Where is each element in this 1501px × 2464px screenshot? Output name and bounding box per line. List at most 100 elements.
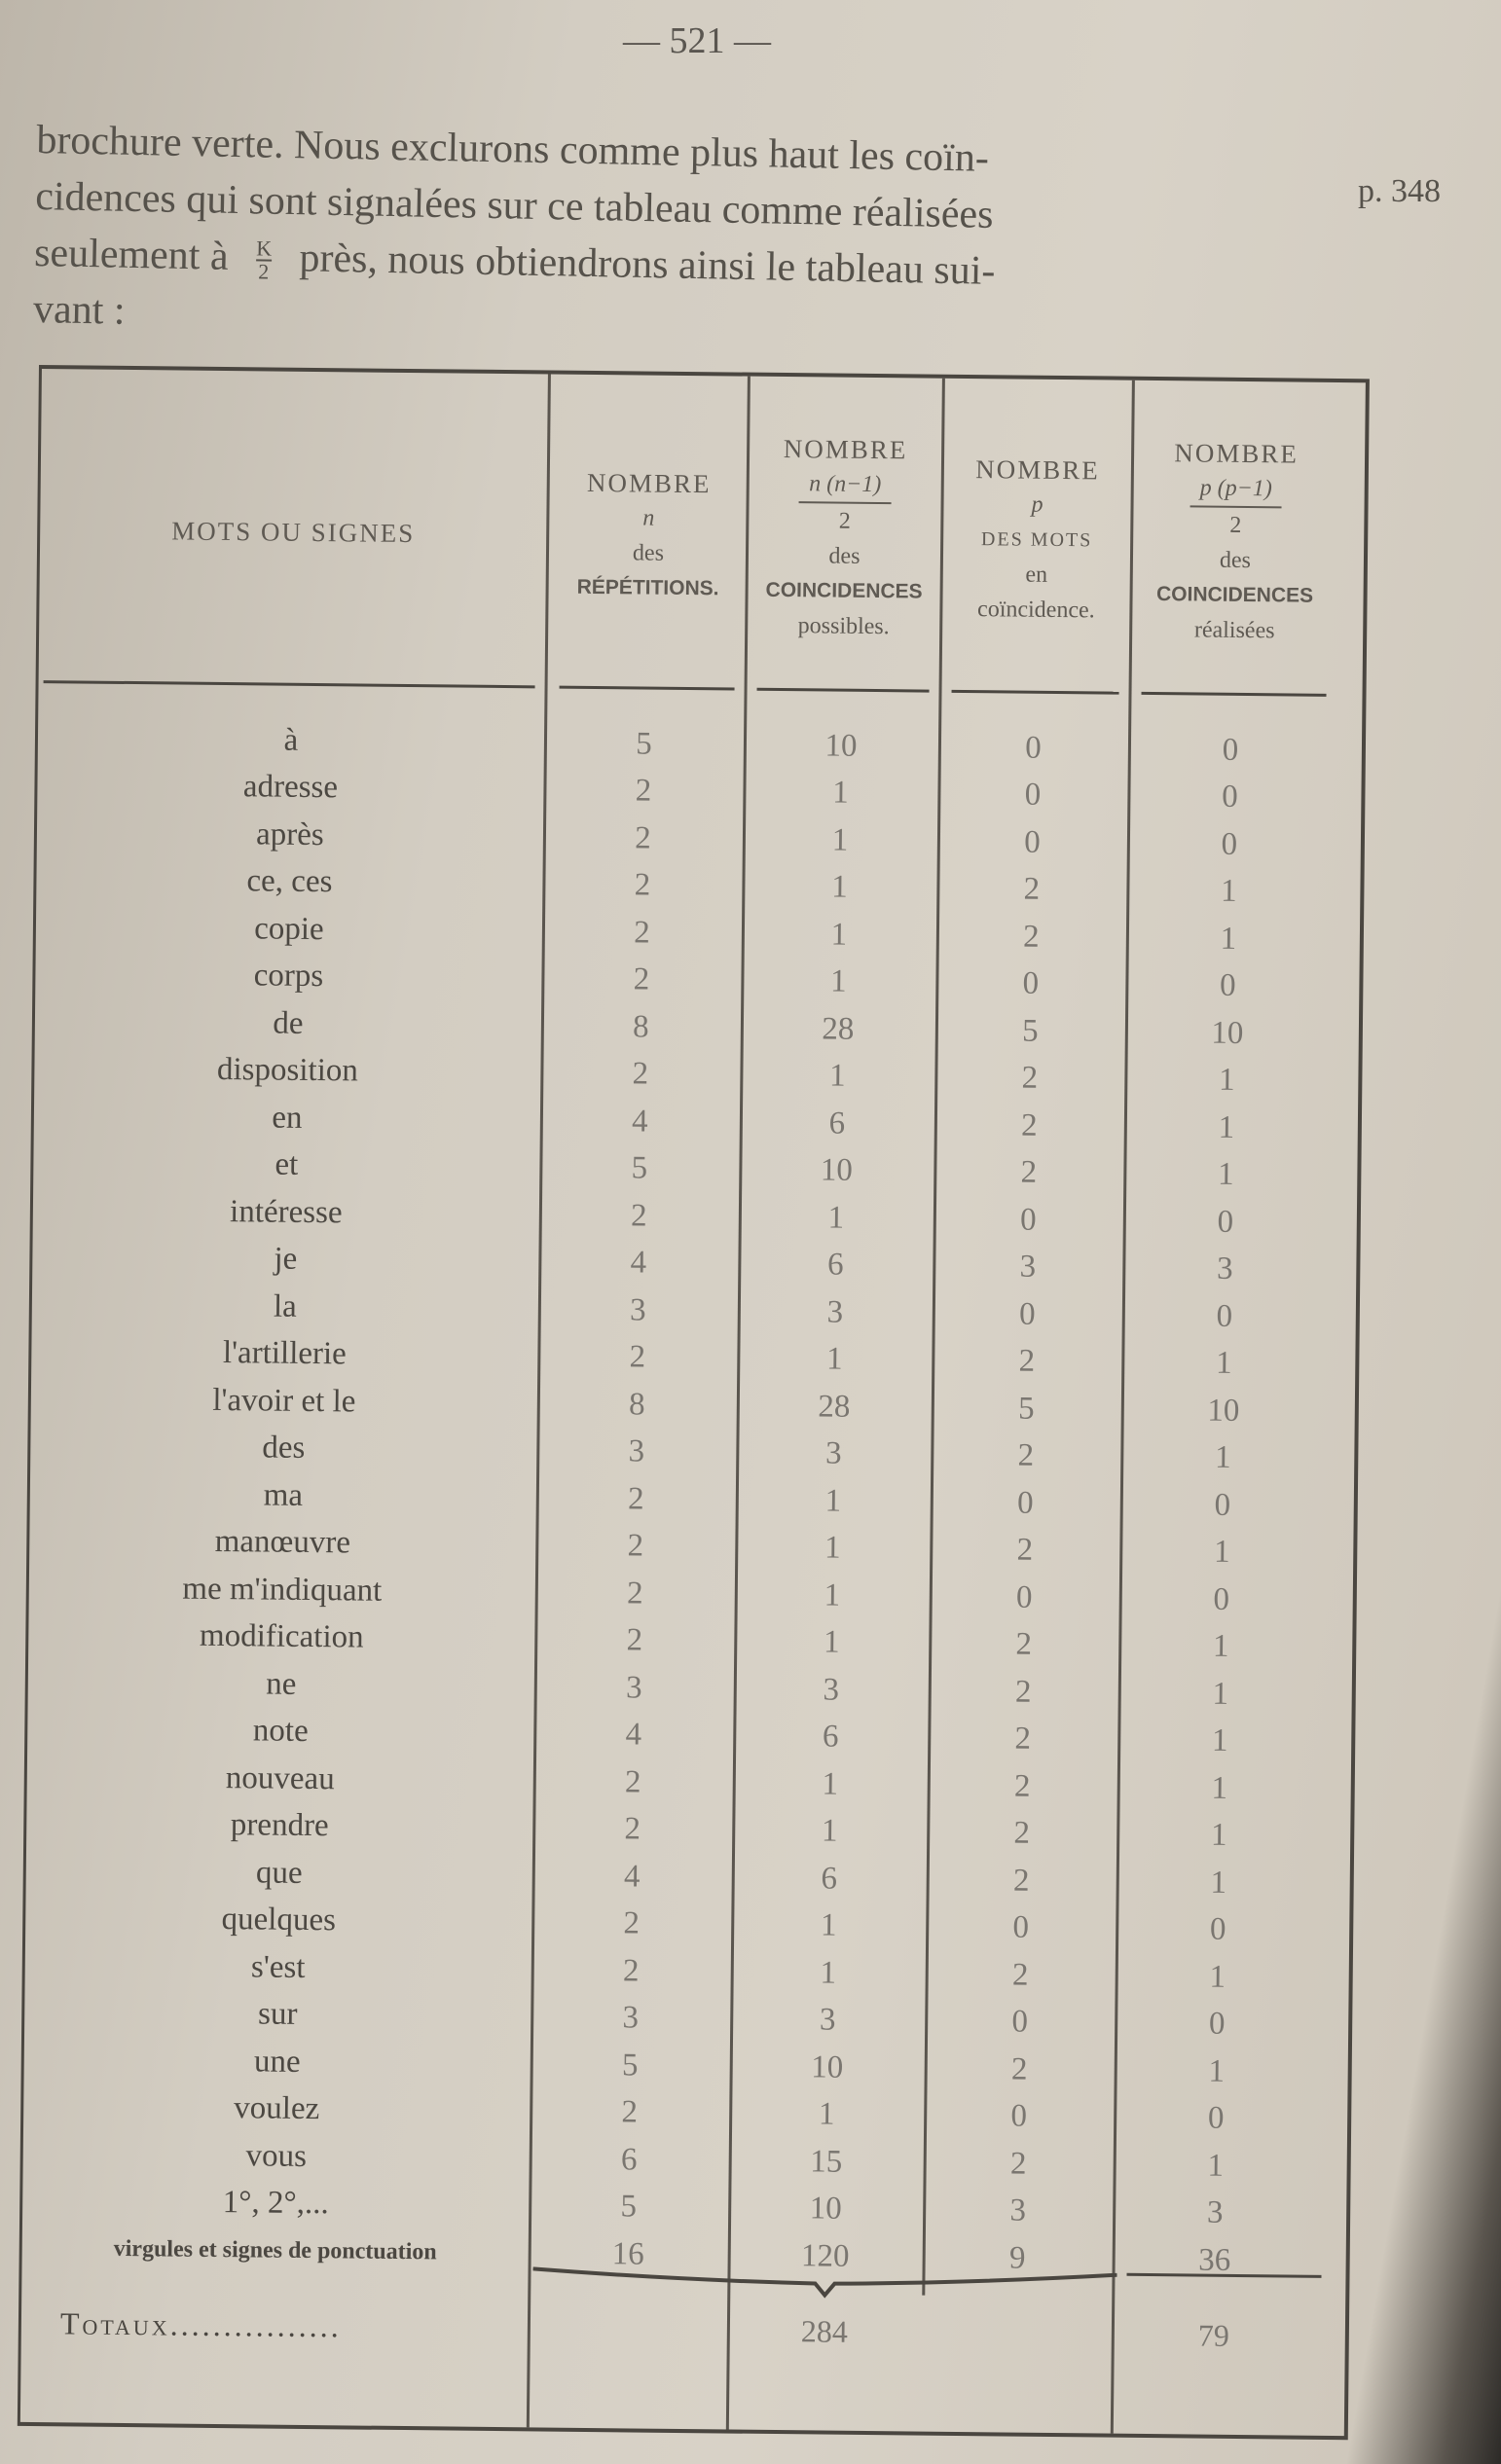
number-cell: 4 [623,1859,641,1895]
number-cell: 0 [1022,965,1040,1002]
number-cell: 1 [827,1200,845,1236]
header-label: des [1219,547,1252,574]
word-cell: adresse [242,769,339,806]
word-cell: manœuvre [214,1524,351,1561]
number-cell: 2 [633,915,650,951]
word-cell: sur [257,1996,298,2033]
number-cell: 2 [1010,2051,1028,2087]
number-cell: 0 [1216,1298,1233,1334]
number-cell: 2 [1012,1863,1030,1899]
word-cell: ma [263,1477,304,1513]
number-cell: 8 [628,1387,645,1423]
number-cell: 2 [627,1481,644,1517]
header-label: possibles. [797,613,890,640]
word-cell: à [283,722,299,758]
header-label: p (p−1) [1190,470,1283,509]
number-cell: 28 [822,1011,855,1047]
number-cell: 6 [821,1861,838,1897]
number-cell: 2 [624,1764,641,1800]
header-repetitions: NOMBRE n des RÉPÉTITIONS. [549,375,747,698]
paragraph-text: près, nous obtiendrons ainsi le tableau … [299,236,996,294]
header-label: p [1031,491,1043,518]
number-cell: 1 [820,1907,837,1943]
number-cell: 5 [1017,1391,1035,1427]
number-cell: 2 [629,1339,646,1375]
number-cell: 2 [1020,1107,1038,1143]
header-label: DES MOTS [980,528,1093,552]
number-cell: 5 [620,2189,638,2225]
number-cell: 4 [631,1104,648,1140]
intro-paragraph: brochure verte. Nous exclurons comme plu… [33,112,1341,363]
number-cell: 4 [630,1245,647,1281]
number-cell: 1 [1208,2053,1226,2089]
number-cell: 1 [830,869,848,905]
word-cell: me m'indiquant [182,1571,383,1609]
fraction-denominator: 2 [258,259,270,284]
word-cell: de [273,1005,304,1041]
number-cell: 2 [1015,1626,1033,1663]
number-cell: 0 [1018,1296,1036,1332]
word-cell: modification [199,1618,364,1655]
number-cell: 3 [819,2002,836,2038]
number-cell: 2 [623,1905,641,1941]
number-cell: 2 [1022,919,1040,955]
number-cell: 10 [820,1152,854,1189]
header-words-coincidence: NOMBRE p DES MOTS en coïncidence. [941,379,1131,702]
totals-label: Totaux................ [59,2305,342,2344]
number-cell: 3 [1019,1249,1037,1286]
number-cell: 1 [818,2096,835,2132]
word-cell: des [262,1430,306,1467]
number-cell: 3 [823,1672,840,1708]
number-cell: 1 [1215,1345,1232,1382]
margin-note: p. 348 [1358,173,1441,209]
header-label: NOMBRE [783,434,908,465]
word-cell: vous [245,2138,308,2174]
number-cell: 1 [824,1577,841,1613]
number-cell: 3 [622,2000,640,2036]
header-label: COINCIDENCES [765,578,923,603]
number-cell: 2 [626,1576,643,1612]
word-cell: la [273,1288,297,1324]
number-cell: 0 [1011,2004,1029,2040]
number-cell: 2 [627,1528,644,1564]
header-label: RÉPÉTITIONS. [576,575,719,600]
word-cell: que [255,1855,303,1891]
number-cell: 10 [1211,1015,1244,1051]
number-cell: 0 [1222,732,1239,768]
number-cell: 2 [1017,1437,1035,1474]
number-cell: 0 [1208,2006,1226,2043]
number-cell: 6 [822,1719,839,1755]
totals-realised: 79 [1197,2317,1230,2353]
header-words: MOTS OU SIGNES [39,369,548,695]
number-cell: 0 [1217,1204,1234,1240]
number-cell: 1 [1214,1439,1231,1476]
number-cell: 2 [1013,1815,1031,1851]
number-cell: 3 [629,1292,646,1328]
number-cell: 0 [1209,1911,1226,1948]
number-cell: 2 [633,961,650,997]
number-cell: 1 [1217,1156,1234,1193]
number-cell: 2 [632,1056,649,1092]
totals-row: Totaux................ 284 79 [21,2305,1345,2355]
number-cell: 28 [818,1389,851,1425]
number-cell: 3 [1216,1250,1233,1287]
number-cell: 1 [1211,1722,1228,1759]
number-cell: 3 [625,1670,642,1706]
number-cell: 0 [1219,967,1236,1004]
number-cell: 0 [1207,2100,1225,2137]
number-cell: 3 [1009,2192,1027,2228]
number-cell: 2 [1009,2146,1027,2182]
word-cell: disposition [216,1052,359,1089]
number-cell: 1 [1209,1959,1226,1995]
number-cell: 0 [1015,1579,1033,1615]
number-cell: 1 [824,1483,842,1519]
word-cell: et [275,1146,299,1183]
coincidence-table: MOTS OU SIGNES NOMBRE n des RÉPÉTITIONS.… [17,365,1370,2441]
number-cell: 10 [811,2049,844,2085]
number-cell: 10 [824,728,858,764]
number-cell: 2 [630,1198,647,1234]
word-cell: l'avoir et le [212,1382,356,1420]
header-label: n [642,505,655,531]
word-cell: virgules et signes de ponctuation [113,2235,437,2265]
number-cell: 0 [1016,1485,1034,1521]
